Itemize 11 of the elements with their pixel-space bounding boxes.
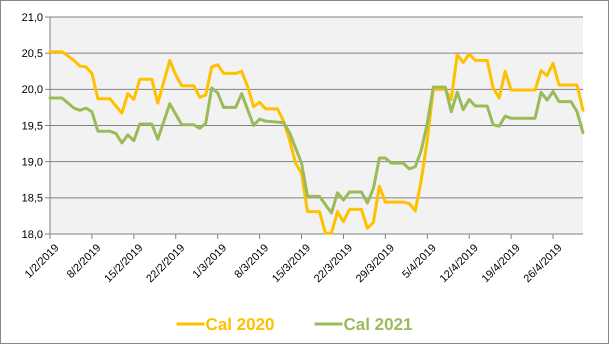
y-tick-label: 19,0 [22, 156, 43, 169]
legend-label: Cal 2021 [344, 314, 412, 334]
line-series [48, 50, 584, 235]
y-tick-label: 18,0 [22, 228, 43, 241]
y-tick-label: 21,0 [22, 12, 43, 24]
y-tick-label: 19,5 [22, 120, 43, 132]
line-series [48, 86, 584, 215]
y-tick-label: 20,5 [22, 48, 43, 60]
y-tick-label: 20,0 [22, 84, 43, 96]
legend-label: Cal 2020 [206, 314, 274, 334]
y-tick-label: 18,5 [22, 192, 43, 205]
